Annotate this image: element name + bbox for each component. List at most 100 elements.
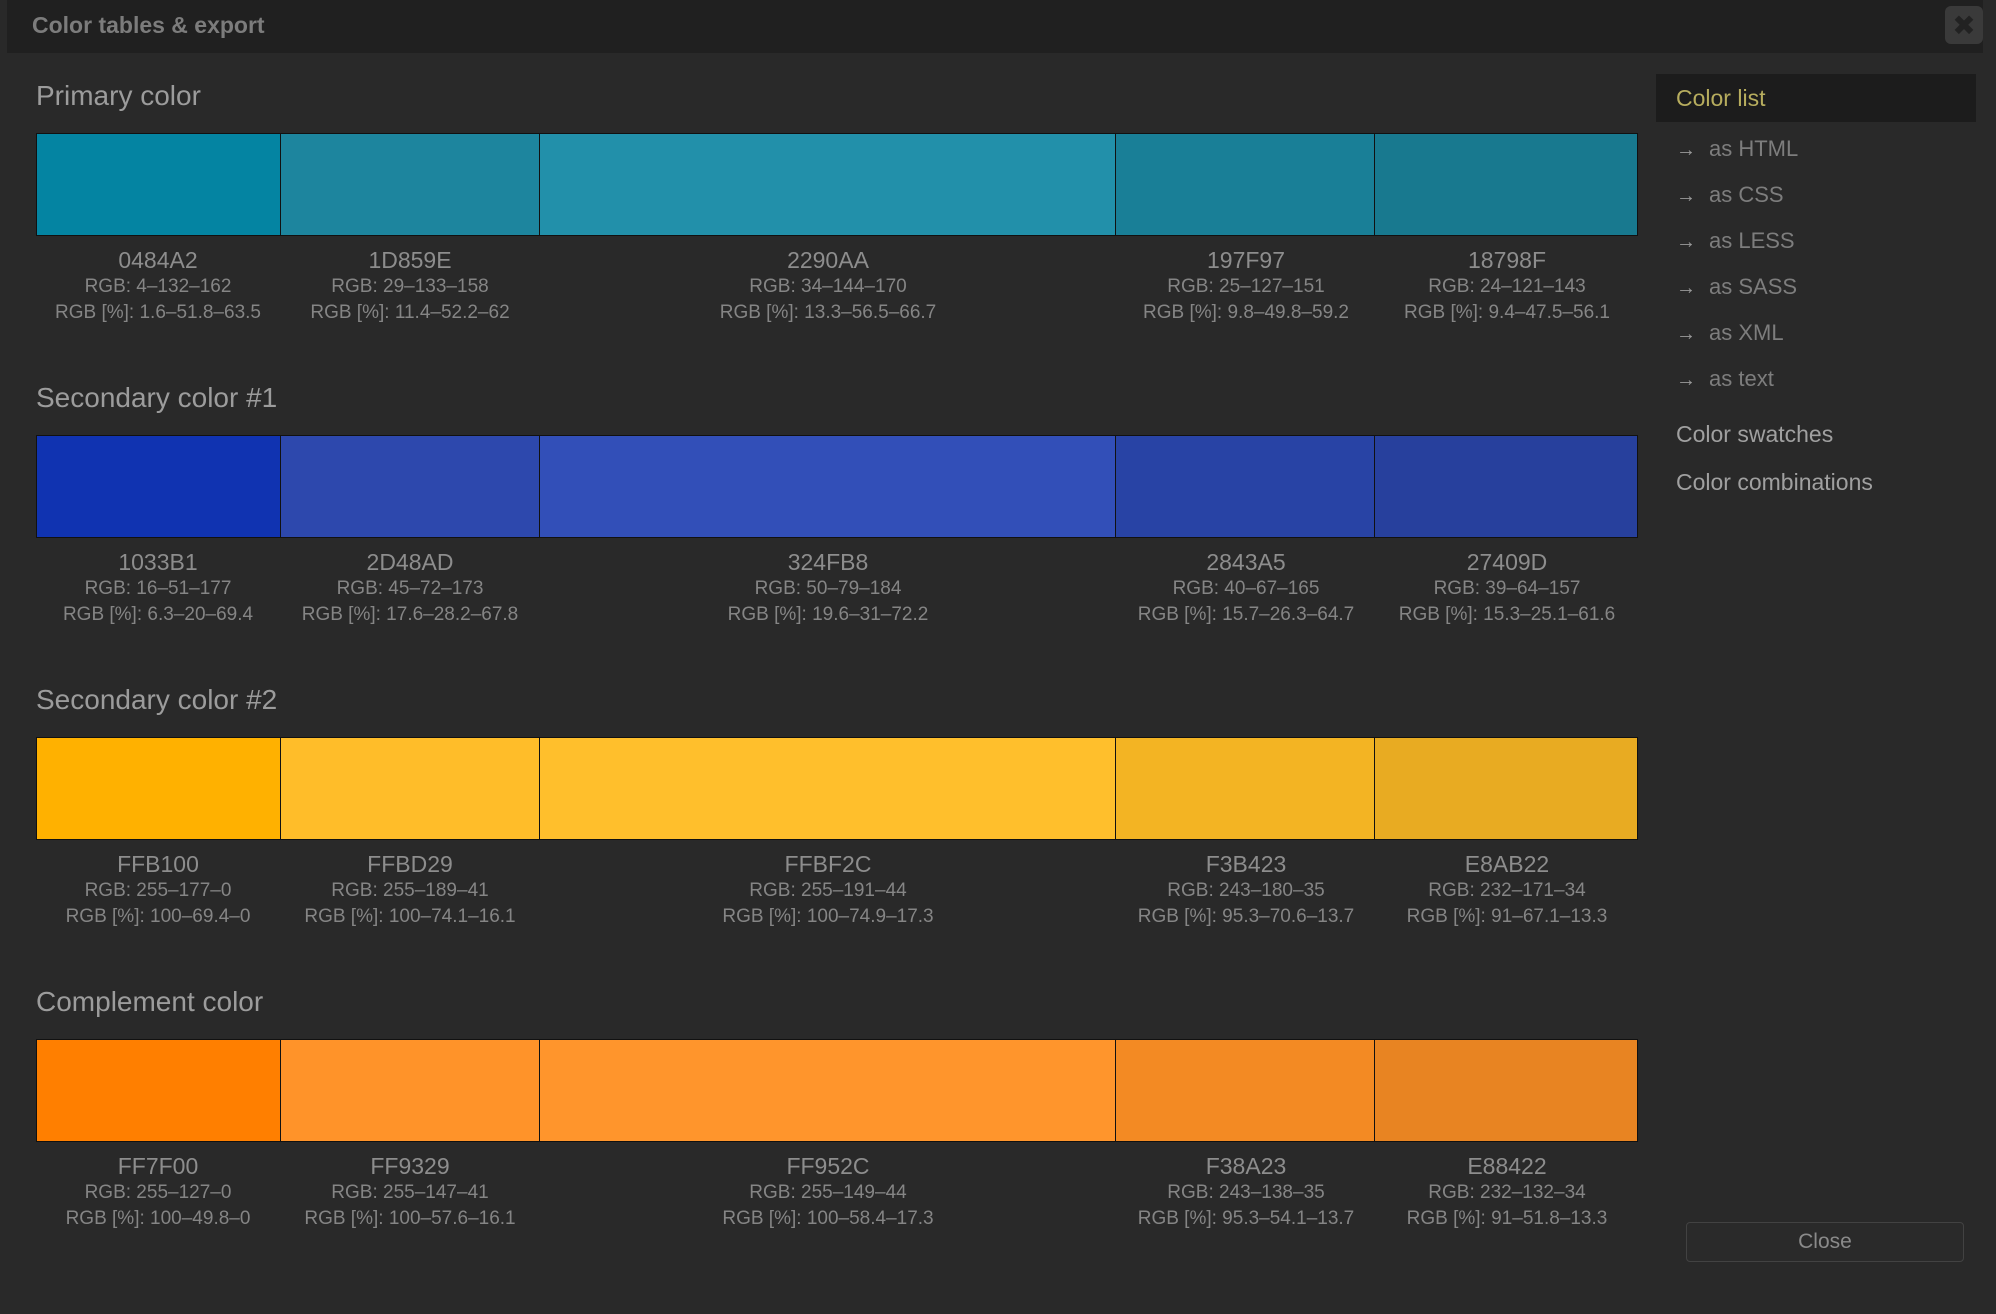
swatch-info: FF7F00 RGB: 255–127–0 RGB [%]: 100–49.8–0: [36, 1152, 280, 1232]
export-css-link[interactable]: → as CSS: [1656, 172, 1976, 218]
hex-value: F3B423: [1205, 851, 1287, 877]
rgb-percent-value: RGB [%]: 100–74.9–17.3: [722, 906, 934, 927]
rgb-percent-value: RGB [%]: 15.7–26.3–64.7: [1137, 604, 1355, 625]
close-icon[interactable]: ✖: [1945, 6, 1983, 44]
swatch-info: F38A23 RGB: 243–138–35 RGB [%]: 95.3–54.1–…: [1116, 1152, 1376, 1232]
swatch-row: [36, 435, 1638, 538]
color-swatch[interactable]: [1115, 1040, 1376, 1141]
rgb-percent-value: RGB [%]: 100–49.8–0: [65, 1208, 251, 1229]
swatch-info: 1D859E RGB: 29–133–158 RGB [%]: 11.4–52.2–…: [280, 246, 540, 326]
rgb-percent-value: RGB [%]: 19.6–31–72.2: [727, 604, 929, 625]
rgb-percent-value: RGB [%]: 91–67.1–13.3: [1406, 906, 1608, 927]
export-less-link[interactable]: → as LESS: [1656, 218, 1976, 264]
color-swatch[interactable]: [540, 134, 1116, 235]
export-text-link[interactable]: → as text: [1656, 356, 1976, 402]
hex-value: 197F97: [1206, 247, 1285, 273]
swatch-info: 27409D RGB: 39–64–157 RGB [%]: 15.3–25.1–6…: [1376, 548, 1638, 628]
color-swatch[interactable]: [1115, 436, 1376, 537]
hex-value: 2843A5: [1206, 549, 1286, 575]
color-swatch[interactable]: [540, 738, 1116, 839]
export-link-label: as text: [1709, 366, 1774, 391]
hex-value: 1D859E: [368, 247, 452, 273]
group-title: Primary color: [36, 80, 201, 111]
rgb-value: RGB: 232–132–34: [1428, 1182, 1586, 1203]
rgb-value: RGB: 40–67–165: [1172, 578, 1320, 599]
rgb-value: RGB: 50–79–184: [754, 578, 902, 599]
arrow-right-icon: →: [1676, 277, 1696, 299]
color-swatch[interactable]: [37, 436, 281, 537]
close-button[interactable]: Close: [1686, 1222, 1964, 1262]
hex-value: 1033B1: [118, 549, 198, 575]
color-swatch[interactable]: [37, 134, 281, 235]
arrow-right-icon: →: [1676, 369, 1696, 391]
color-swatch[interactable]: [280, 134, 541, 235]
color-swatch[interactable]: [280, 1040, 541, 1141]
swatch-info: FFBD29 RGB: 255–189–41 RGB [%]: 100–74.1–1…: [280, 850, 540, 930]
rgb-value: RGB: 45–72–173: [336, 578, 484, 599]
swatch-info: 2290AA RGB: 34–144–170 RGB [%]: 13.3–56.5–…: [540, 246, 1116, 326]
export-link-label: as SASS: [1709, 274, 1798, 299]
rgb-percent-value: RGB [%]: 13.3–56.5–66.7: [719, 302, 937, 323]
rgb-percent-value: RGB [%]: 15.3–25.1–61.6: [1398, 604, 1616, 625]
hex-value: FF952C: [786, 1153, 870, 1179]
swatch-info: F3B423 RGB: 243–180–35 RGB [%]: 95.3–70.6–…: [1116, 850, 1376, 930]
export-link-label: as CSS: [1709, 182, 1784, 207]
swatch-info: FFBF2C RGB: 255–191–44 RGB [%]: 100–74.9–1…: [540, 850, 1116, 930]
export-sidebar: Color list → as HTML → as CSS → as LESS → as SA…: [1656, 74, 1976, 506]
swatch-info-row: FF7F00 RGB: 255–127–0 RGB [%]: 100–49.8–0 F…: [36, 1152, 1638, 1232]
swatch-info: 18798F RGB: 24–121–143 RGB [%]: 9.4–47.5–5…: [1376, 246, 1638, 326]
hex-value: FFBF2C: [784, 851, 872, 877]
swatch-row: [36, 737, 1638, 840]
color-swatch[interactable]: [1375, 436, 1637, 537]
color-swatch[interactable]: [280, 738, 541, 839]
rgb-value: RGB: 24–121–143: [1428, 276, 1586, 297]
swatch-info-row: 1033B1 RGB: 16–51–177 RGB [%]: 6.3–20–69.4…: [36, 548, 1638, 628]
export-html-link[interactable]: → as HTML: [1656, 126, 1976, 172]
sidebar-item-color-swatches[interactable]: Color swatches: [1676, 421, 1834, 447]
color-swatch[interactable]: [1375, 1040, 1637, 1141]
rgb-value: RGB: 255–149–44: [749, 1182, 907, 1203]
hex-value: FF7F00: [117, 1153, 199, 1179]
color-swatch[interactable]: [1375, 738, 1637, 839]
rgb-value: RGB: 39–64–157: [1433, 578, 1581, 599]
hex-value: 324FB8: [787, 549, 869, 575]
sidebar-item-color-combinations[interactable]: Color combinations: [1676, 469, 1873, 495]
swatch-info-row: 0484A2 RGB: 4–132–162 RGB [%]: 1.6–51.8–63…: [36, 246, 1638, 326]
rgb-value: RGB: 34–144–170: [749, 276, 907, 297]
swatch-info: E8AB22 RGB: 232–171–34 RGB [%]: 91–67.1–13…: [1376, 850, 1638, 930]
title-bar: Color tables & export ✖: [7, 0, 1983, 53]
hex-value: E8AB22: [1464, 851, 1550, 877]
color-swatch[interactable]: [37, 738, 281, 839]
color-swatch[interactable]: [1115, 134, 1376, 235]
rgb-value: RGB: 232–171–34: [1428, 880, 1586, 901]
sidebar-item-color-list[interactable]: Color list: [1656, 74, 1976, 122]
rgb-value: RGB: 29–133–158: [331, 276, 489, 297]
color-swatch[interactable]: [1375, 134, 1637, 235]
color-swatch[interactable]: [280, 436, 541, 537]
export-sass-link[interactable]: → as SASS: [1656, 264, 1976, 310]
color-swatch[interactable]: [1115, 738, 1376, 839]
rgb-percent-value: RGB [%]: 100–74.1–16.1: [304, 906, 516, 927]
rgb-value: RGB: 243–138–35: [1167, 1182, 1325, 1203]
hex-value: F38A23: [1205, 1153, 1287, 1179]
rgb-value: RGB: 25–127–151: [1167, 276, 1325, 297]
rgb-percent-value: RGB [%]: 9.4–47.5–56.1: [1404, 302, 1610, 323]
rgb-percent-value: RGB [%]: 6.3–20–69.4: [62, 604, 254, 625]
color-swatch[interactable]: [540, 1040, 1116, 1141]
rgb-percent-value: RGB [%]: 91–51.8–13.3: [1406, 1208, 1608, 1229]
rgb-percent-value: RGB [%]: 1.6–51.8–63.5: [55, 302, 261, 323]
rgb-percent-value: RGB [%]: 100–58.4–17.3: [722, 1208, 934, 1229]
swatch-info: 1033B1 RGB: 16–51–177 RGB [%]: 6.3–20–69.4: [36, 548, 280, 628]
hex-value: 2D48AD: [366, 549, 454, 575]
export-xml-link[interactable]: → as XML: [1656, 310, 1976, 356]
swatch-row: [36, 133, 1638, 236]
swatch-info: 0484A2 RGB: 4–132–162 RGB [%]: 1.6–51.8–63…: [36, 246, 280, 326]
swatch-info: 2843A5 RGB: 40–67–165 RGB [%]: 15.7–26.3–6…: [1116, 548, 1376, 628]
arrow-right-icon: →: [1676, 185, 1696, 207]
hex-value: E88422: [1467, 1153, 1547, 1179]
hex-value: 2290AA: [787, 247, 869, 273]
color-swatch[interactable]: [37, 1040, 281, 1141]
color-swatch[interactable]: [540, 436, 1116, 537]
swatch-info: 324FB8 RGB: 50–79–184 RGB [%]: 19.6–31–72.…: [540, 548, 1116, 628]
